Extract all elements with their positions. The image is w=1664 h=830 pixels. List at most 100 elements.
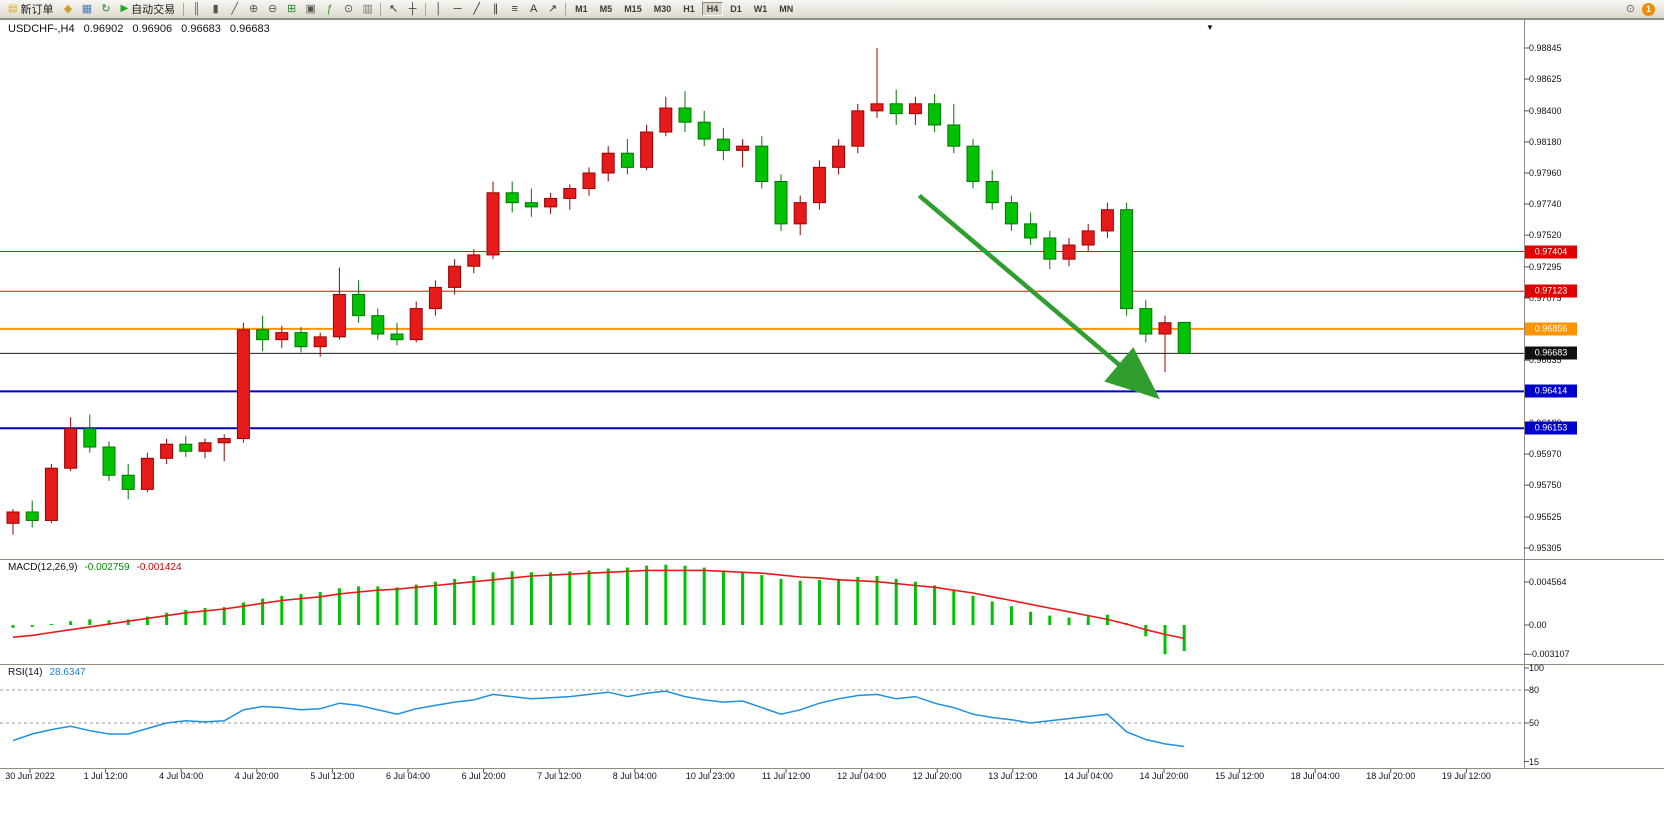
rsi-value: 28.6347 [49, 667, 86, 678]
time-label: 13 Jul 12:00 [988, 771, 1038, 781]
indicators-icon[interactable]: ƒ [326, 2, 333, 15]
toolbar-separator [565, 2, 567, 16]
price-badge-0.97123: 0.97123 [1525, 284, 1577, 298]
tile-windows-icon[interactable]: ⊞ [287, 2, 297, 15]
chart-symbol-timeframe: USDCHF-,H4 [8, 23, 75, 35]
chart-high: 0.96906 [132, 23, 173, 35]
rsi-indicator-label: RSI(14) 28.6347 [8, 667, 86, 678]
time-label: 14 Jul 04:00 [1063, 771, 1113, 781]
arrows-icon[interactable]: ↗ [548, 2, 558, 15]
price-badge-0.96683: 0.96683 [1525, 346, 1577, 360]
text-icon[interactable]: A [529, 2, 538, 15]
price-axis-label: 0.98180 [1529, 136, 1562, 147]
price-axis-label: 0.98400 [1529, 105, 1562, 116]
price-axis[interactable]: 0.98845 0.98625 0.98400 0.98180 0.97960 0.977… [1525, 20, 1664, 769]
price-axis-label: 0.97740 [1529, 199, 1562, 210]
macd-indicator-label: MACD(12,26,9) -0.002759 -0.001424 [8, 562, 182, 573]
timeframe-button-m30[interactable]: M30 [653, 4, 672, 14]
time-label: 4 Jul 20:00 [234, 771, 279, 781]
chart-title: USDCHF-,H4 0.96902 0.96906 0.96683 0.966… [8, 23, 270, 35]
trendline-icon[interactable]: ╱ [473, 2, 480, 15]
rsi-level-lines [0, 689, 1524, 724]
search-icon[interactable]: ⊙ [1625, 2, 1636, 15]
time-label: 11 Jul 12:00 [761, 771, 811, 781]
time-label: 12 Jul 20:00 [912, 771, 962, 781]
time-label: 6 Jul 20:00 [461, 771, 506, 781]
time-label: 14 Jul 20:00 [1139, 771, 1189, 781]
macd-main-value: -0.002759 [84, 562, 130, 573]
time-label: 1 Jul 12:00 [83, 771, 128, 781]
macd-axis-label: 0.004564 [1529, 577, 1567, 588]
cascade-windows-icon[interactable]: ▣ [305, 2, 316, 15]
price-axis-label: 0.95525 [1529, 511, 1562, 522]
price-axis-label: 0.96635 [1529, 355, 1562, 366]
price-badge-0.96856: 0.96856 [1525, 322, 1577, 336]
time-axis[interactable]: 30 Jun 2022 1 Jul 12:00 4 Jul 04:00 4 Jul 2… [0, 769, 1524, 787]
vertical-line-icon[interactable]: │ [435, 2, 443, 15]
new-order-label: 新订单 [20, 4, 54, 16]
toolbar-separator [425, 2, 427, 16]
macd-axis-label: -0.003107 [1529, 649, 1570, 660]
chart-dropdown-arrow[interactable]: ▼ [1206, 23, 1214, 32]
period-icon[interactable]: ⊙ [344, 2, 354, 15]
price-axis-label: 0.97960 [1529, 168, 1562, 178]
price-badge-0.97404: 0.97404 [1525, 245, 1577, 259]
market-watch-icon[interactable]: ▦ [81, 2, 93, 15]
macd-signal-line [12, 569, 1185, 640]
timeframe-button-m1[interactable]: M1 [575, 4, 588, 14]
candlestick-series [6, 48, 1191, 535]
zoom-in-icon[interactable]: ⊕ [249, 2, 259, 15]
time-label: 5 Jul 12:00 [310, 771, 355, 781]
templates-icon[interactable]: ▥ [362, 2, 373, 15]
rsi-axis-label: 15 [1529, 756, 1540, 767]
cursor-icon[interactable]: ↖ [389, 2, 399, 15]
timeframe-button-mn[interactable]: MN [779, 4, 794, 14]
new-order-button[interactable]: ▤ 新订单 [3, 1, 58, 17]
auto-trading-label: 自动交易 [131, 4, 176, 16]
line-chart-icon[interactable]: ╱ [231, 2, 238, 15]
crosshair-icon[interactable]: ┼ [408, 2, 417, 15]
timeframe-button-d1[interactable]: D1 [730, 4, 742, 14]
timeframe-button-w1[interactable]: W1 [753, 4, 768, 14]
time-label: 15 Jul 12:00 [1215, 771, 1265, 781]
time-label: 30 Jun 2022 [5, 771, 55, 781]
price-badge-0.96414: 0.96414 [1525, 384, 1577, 398]
bar-chart-icon[interactable]: ║ [192, 2, 201, 15]
panel-dividers [0, 19, 1664, 769]
time-label: 18 Jul 04:00 [1290, 771, 1340, 781]
rsi-line [12, 690, 1185, 748]
timeframe-button-h1[interactable]: H1 [683, 4, 695, 14]
chart-open: 0.96902 [83, 23, 124, 35]
time-label: 12 Jul 04:00 [837, 771, 887, 781]
price-axis-label: 0.97075 [1529, 293, 1562, 303]
time-label: 18 Jul 20:00 [1366, 771, 1416, 781]
horizontal-line-icon[interactable]: ─ [453, 2, 462, 15]
auto-trading-button[interactable]: ▶ 自动交易 [115, 1, 180, 17]
zoom-out-icon[interactable]: ⊖ [268, 2, 278, 15]
metaeditor-icon[interactable]: ◆ [63, 2, 73, 15]
time-label: 7 Jul 12:00 [537, 771, 582, 781]
price-axis-label: 0.97520 [1529, 230, 1562, 241]
trend-arrow[interactable] [917, 193, 1160, 400]
time-label: 8 Jul 04:00 [612, 771, 657, 781]
macd-signal-value: -0.001424 [136, 562, 182, 573]
fibonacci-icon[interactable]: ≡ [511, 2, 518, 15]
chart-close: 0.96683 [229, 23, 270, 35]
toolbar-separator [183, 2, 185, 16]
rsi-axis-label: 100 [1529, 663, 1545, 673]
toolbar-separator [380, 2, 382, 16]
candlestick-chart-icon[interactable]: ▮ [212, 2, 219, 15]
timeframe-button-m15[interactable]: M15 [624, 4, 642, 14]
notification-badge[interactable]: 1 [1642, 2, 1655, 16]
time-label: 10 Jul 23:00 [685, 771, 735, 781]
price-badge-0.96153: 0.96153 [1525, 421, 1577, 435]
time-label: 6 Jul 04:00 [385, 771, 431, 781]
auto-trading-icon: ▶ [120, 3, 129, 14]
refresh-icon[interactable]: ↻ [101, 2, 111, 15]
time-label: 4 Jul 04:00 [159, 771, 204, 781]
timeframe-button-h4[interactable]: H4 [701, 2, 724, 16]
timeframe-button-m5[interactable]: M5 [599, 4, 613, 14]
price-axis-label: 0.98845 [1529, 43, 1562, 53]
channel-icon[interactable]: ∥ [492, 2, 499, 15]
